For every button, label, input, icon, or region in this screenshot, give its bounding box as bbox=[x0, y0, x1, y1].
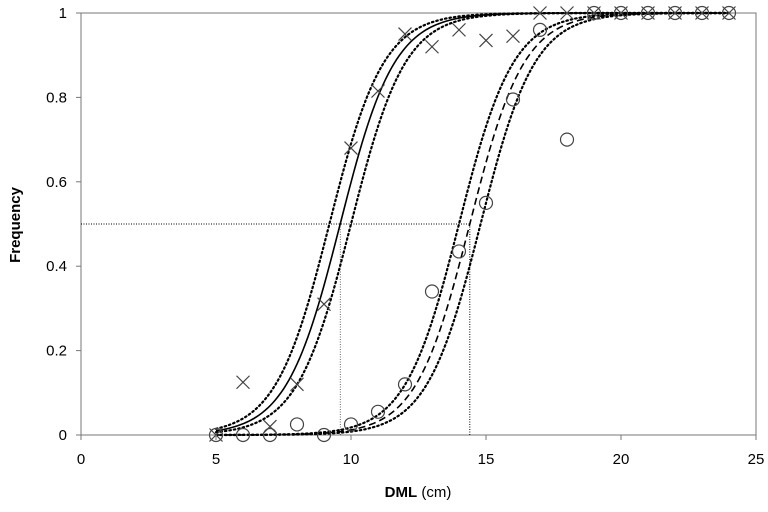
x-marker-point bbox=[425, 39, 439, 54]
x-marker-point bbox=[560, 6, 574, 20]
circle-marker-point bbox=[721, 5, 737, 21]
circle-marker-point bbox=[208, 427, 224, 443]
x-marker-stroke bbox=[452, 22, 466, 37]
x-tick-label: 25 bbox=[748, 451, 765, 468]
y-tick-label: 0.4 bbox=[46, 258, 67, 275]
y-axis-title: Frequency bbox=[7, 186, 24, 263]
circle-marker-point bbox=[370, 404, 386, 419]
y-tick-label: 0.2 bbox=[46, 343, 67, 360]
x-marker-point bbox=[236, 375, 250, 390]
circle-marker-point bbox=[613, 5, 629, 21]
x-marker-point bbox=[506, 29, 520, 44]
x-marker-stroke bbox=[479, 33, 493, 48]
circle-marker-point bbox=[235, 427, 251, 443]
circle-marker-point bbox=[559, 132, 575, 147]
x-marker-point bbox=[533, 6, 547, 20]
circle-marker-point bbox=[424, 284, 440, 299]
circle-marker-point bbox=[316, 427, 332, 443]
reference-lines bbox=[81, 223, 471, 435]
x-marker-stroke bbox=[398, 27, 412, 42]
x-tick-label: 5 bbox=[212, 451, 220, 468]
circle-marker-point bbox=[586, 5, 602, 21]
circle-marker-point bbox=[667, 5, 683, 21]
confidence-bound-line bbox=[214, 11, 731, 430]
x-marker-point bbox=[290, 377, 304, 392]
x-tick-label: 20 bbox=[613, 451, 630, 468]
x-axis-ticks: 0 5 10 15 20 25 bbox=[77, 435, 765, 468]
x-marker-stroke bbox=[560, 6, 574, 20]
x-marker-stroke bbox=[506, 29, 520, 44]
y-tick-label: 0 bbox=[59, 427, 67, 444]
circle-marker-point bbox=[640, 5, 656, 21]
x-marker-stroke bbox=[317, 297, 331, 312]
x-marker-stroke bbox=[425, 39, 439, 54]
y-tick-label: 0.8 bbox=[46, 89, 67, 106]
x-axis-title-main: DML bbox=[385, 484, 418, 501]
circle-marker-point bbox=[451, 244, 467, 259]
x-axis-title: DML (cm) bbox=[385, 484, 452, 501]
x-marker-point bbox=[371, 84, 385, 98]
circle-marker-point bbox=[397, 377, 413, 392]
x-tick-label: 15 bbox=[478, 451, 495, 468]
fitted-curves bbox=[214, 11, 731, 437]
y-tick-label: 1 bbox=[59, 5, 67, 22]
x-marker-stroke bbox=[290, 377, 304, 392]
x-marker-point bbox=[452, 22, 466, 37]
circle-marker-point bbox=[289, 417, 305, 432]
circle-marker-point bbox=[262, 427, 278, 443]
y-tick-label: 0.6 bbox=[46, 174, 67, 191]
circle-marker-point bbox=[478, 195, 494, 210]
data-points bbox=[208, 5, 737, 443]
circle-marker-point bbox=[505, 92, 521, 107]
x-marker-stroke bbox=[344, 141, 358, 155]
x-marker-stroke bbox=[236, 375, 250, 390]
x-tick-label: 0 bbox=[77, 451, 85, 468]
circle-marker-point bbox=[343, 417, 359, 432]
circle-marker-point bbox=[532, 22, 548, 37]
fitted-curve-series-1 bbox=[215, 12, 729, 432]
x-marker-stroke bbox=[533, 6, 547, 20]
fitted-curve-series-2 bbox=[216, 12, 729, 436]
confidence-bound-line bbox=[214, 11, 731, 434]
x-marker-point bbox=[398, 27, 412, 42]
x-marker-point bbox=[479, 33, 493, 48]
y-axis-ticks: 0 0.2 0.4 0.6 0.8 1 bbox=[46, 5, 81, 444]
x-marker-point bbox=[344, 141, 358, 155]
circle-marker-point bbox=[694, 5, 710, 21]
x-tick-label: 10 bbox=[343, 451, 360, 468]
x-marker-point bbox=[317, 297, 331, 312]
x-marker-stroke bbox=[371, 84, 385, 98]
x-axis-title-unit: (cm) bbox=[421, 484, 451, 501]
